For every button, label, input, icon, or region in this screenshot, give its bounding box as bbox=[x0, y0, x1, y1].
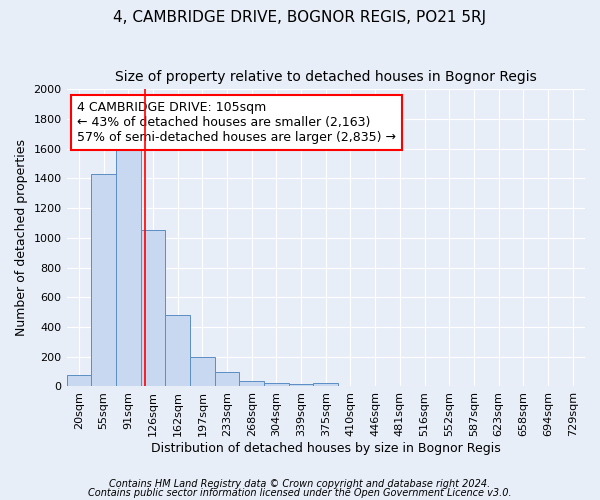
Bar bbox=[289, 384, 313, 386]
Text: 4 CAMBRIDGE DRIVE: 105sqm
← 43% of detached houses are smaller (2,163)
57% of se: 4 CAMBRIDGE DRIVE: 105sqm ← 43% of detac… bbox=[77, 101, 396, 144]
Text: 4, CAMBRIDGE DRIVE, BOGNOR REGIS, PO21 5RJ: 4, CAMBRIDGE DRIVE, BOGNOR REGIS, PO21 5… bbox=[113, 10, 487, 25]
Y-axis label: Number of detached properties: Number of detached properties bbox=[15, 140, 28, 336]
Bar bbox=[190, 356, 215, 386]
Bar bbox=[165, 315, 190, 386]
Bar bbox=[67, 374, 91, 386]
Title: Size of property relative to detached houses in Bognor Regis: Size of property relative to detached ho… bbox=[115, 70, 536, 84]
X-axis label: Distribution of detached houses by size in Bognor Regis: Distribution of detached houses by size … bbox=[151, 442, 500, 455]
Bar bbox=[140, 230, 165, 386]
Bar bbox=[91, 174, 116, 386]
Text: Contains public sector information licensed under the Open Government Licence v3: Contains public sector information licen… bbox=[88, 488, 512, 498]
Bar bbox=[239, 380, 264, 386]
Bar bbox=[313, 384, 338, 386]
Bar bbox=[215, 372, 239, 386]
Bar bbox=[116, 146, 140, 386]
Text: Contains HM Land Registry data © Crown copyright and database right 2024.: Contains HM Land Registry data © Crown c… bbox=[109, 479, 491, 489]
Bar bbox=[264, 382, 289, 386]
